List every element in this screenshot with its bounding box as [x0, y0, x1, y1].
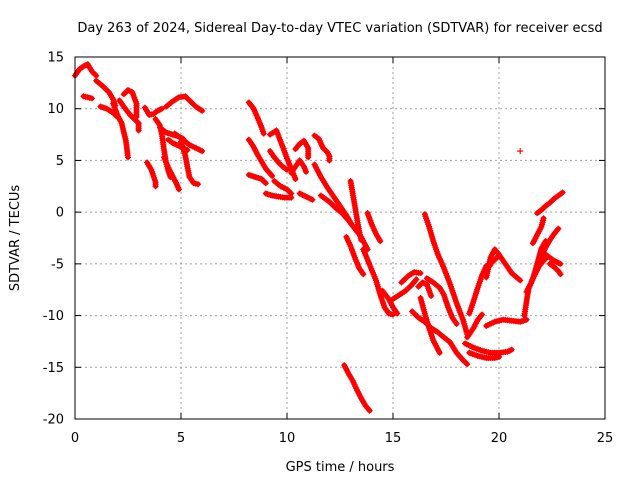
- data-point: [365, 406, 372, 413]
- data-point: [104, 87, 111, 94]
- data-point: [175, 186, 182, 193]
- x-tick-label: 10: [279, 431, 296, 446]
- plot-frame: [74, 56, 606, 420]
- data-point: [269, 172, 276, 179]
- data-point: [88, 95, 95, 102]
- data-point: [288, 194, 295, 201]
- data-point: [158, 105, 165, 112]
- data-point: [325, 151, 332, 158]
- data-point: [557, 260, 564, 267]
- data-point: [477, 312, 484, 319]
- data-point: [428, 292, 435, 299]
- data-point: [93, 72, 100, 79]
- x-tick-label: 25: [597, 431, 614, 446]
- y-tick-label: -5: [51, 257, 64, 272]
- data-point: [555, 225, 562, 232]
- data-point: [523, 316, 530, 323]
- data-point: [366, 407, 373, 414]
- data-point: [559, 189, 566, 196]
- data-point: [377, 238, 384, 245]
- data-point: [303, 168, 310, 175]
- x-tick-labels: 0 5 10 15 20 25: [71, 431, 613, 446]
- data-point: [517, 148, 524, 155]
- x-tick-label: 20: [491, 431, 508, 446]
- x-tick-label: 15: [385, 431, 402, 446]
- data-point: [479, 311, 486, 318]
- y-tick-label: 5: [56, 154, 64, 169]
- data-point: [152, 183, 159, 190]
- data-point: [309, 196, 316, 203]
- y-tick-label: -20: [43, 413, 64, 428]
- y-tick-label: -10: [43, 309, 64, 324]
- data-points: [72, 61, 566, 414]
- data-point: [135, 127, 142, 134]
- data-point: [360, 271, 367, 278]
- data-point: [554, 226, 561, 233]
- data-point: [496, 251, 502, 258]
- data-point: [453, 320, 460, 327]
- data-point: [540, 215, 547, 222]
- data-point: [292, 176, 299, 183]
- data-point: [435, 348, 442, 355]
- data-point: [464, 361, 471, 368]
- x-tick-label: 5: [177, 431, 185, 446]
- data-point: [517, 277, 524, 284]
- data-point: [199, 148, 206, 155]
- data-point: [125, 154, 131, 161]
- data-point: [326, 157, 333, 164]
- axis-ticks: [74, 56, 606, 420]
- y-tick-label: 15: [47, 51, 64, 66]
- y-tick-label: 0: [56, 206, 64, 221]
- data-point: [413, 276, 420, 283]
- data-point: [436, 349, 443, 356]
- y-tick-label: -15: [43, 361, 64, 376]
- data-point: [260, 130, 267, 137]
- y-axis-label: SDTVAR / TECUs: [8, 185, 23, 292]
- x-axis-label: GPS time / hours: [286, 460, 395, 475]
- chart-title: Day 263 of 2024, Sidereal Day-to-day VTE…: [77, 21, 602, 36]
- data-point: [249, 103, 256, 110]
- data-point: [417, 270, 424, 277]
- y-tick-labels: -20 -15 -10 -5 0 5 10 15: [43, 51, 64, 428]
- data-point: [394, 310, 401, 317]
- data-point: [508, 346, 515, 353]
- data-point: [194, 181, 201, 188]
- data-point: [199, 107, 206, 114]
- y-tick-label: 10: [47, 102, 64, 117]
- data-point: [496, 353, 502, 360]
- data-point: [412, 277, 419, 284]
- data-point: [557, 271, 564, 278]
- data-point: [305, 154, 312, 161]
- data-point: [358, 237, 365, 244]
- data-point: [262, 180, 269, 187]
- x-tick-label: 0: [71, 431, 79, 446]
